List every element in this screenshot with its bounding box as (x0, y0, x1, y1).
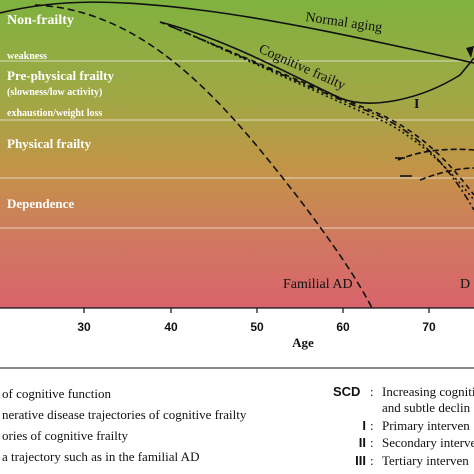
label-roman-one: I (414, 97, 419, 112)
x-axis-title: Age (292, 335, 314, 350)
legend-left-4: a trajectory such as in the familial AD (2, 449, 199, 464)
legend-sep-ii: : (370, 435, 374, 450)
zone-dependence: Dependence (7, 196, 74, 211)
normal-aging-curve (0, 1, 474, 64)
plot-background (0, 0, 474, 308)
x-axis-ticks (83, 308, 430, 313)
x-tick-50: 50 (250, 320, 264, 334)
zone-dividers (0, 60, 474, 229)
legend-key-iii: III (355, 453, 366, 468)
x-tick-70: 70 (422, 320, 436, 334)
label-familial-ad: Familial AD (283, 277, 353, 292)
legend-text-scd-2: and subtle declin (382, 400, 471, 415)
legend-left-2: nerative disease trajectories of cogniti… (2, 407, 247, 422)
zone-slowness: (slowness/low activity) (7, 87, 102, 98)
zone-exhaustion: exhaustion/weight loss (7, 108, 102, 119)
familial-ad-curve (34, 4, 373, 309)
cognitive-frailty-curve (159, 21, 474, 104)
legend-text-ii: Secondary interve (382, 435, 474, 450)
neurodegenerative-curve-3 (179, 29, 474, 201)
neurodegenerative-curve-1 (159, 21, 474, 196)
intervention-branch-iii (419, 167, 474, 181)
neurodegenerative-curve-2 (169, 25, 474, 211)
legend-left-1: of cognitive function (2, 386, 112, 401)
x-tick-40: 40 (164, 320, 178, 334)
intervention-branch-ii (397, 148, 474, 161)
cognitive-frailty-arrow-icon (466, 46, 474, 58)
x-tick-30: 30 (77, 320, 91, 334)
legend-key-scd: SCD (333, 384, 360, 399)
legend-sep-scd: : (370, 384, 374, 399)
zone-weakness: weakness (7, 51, 47, 62)
legend-sep-iii: : (370, 453, 374, 468)
zone-physical-frailty: Physical frailty (7, 136, 92, 151)
label-right-edge-d: D (460, 277, 470, 292)
legend-sep-i: : (370, 418, 374, 433)
zone-pre-physical-frailty: Pre-physical frailty (7, 68, 114, 83)
legend-right: SCD : Increasing cogniti and subtle decl… (333, 384, 474, 468)
legend-text-scd: Increasing cogniti (382, 384, 474, 399)
legend-left-3: ories of cognitive frailty (2, 428, 128, 443)
zone-non-frailty: Non-frailty (7, 13, 74, 28)
legend-text-iii: Tertiary interven (382, 453, 469, 468)
legend-key-i: I (362, 418, 366, 433)
legend-text-i: Primary interven (382, 418, 470, 433)
legend-key-ii: II (359, 435, 366, 450)
x-tick-60: 60 (336, 320, 350, 334)
